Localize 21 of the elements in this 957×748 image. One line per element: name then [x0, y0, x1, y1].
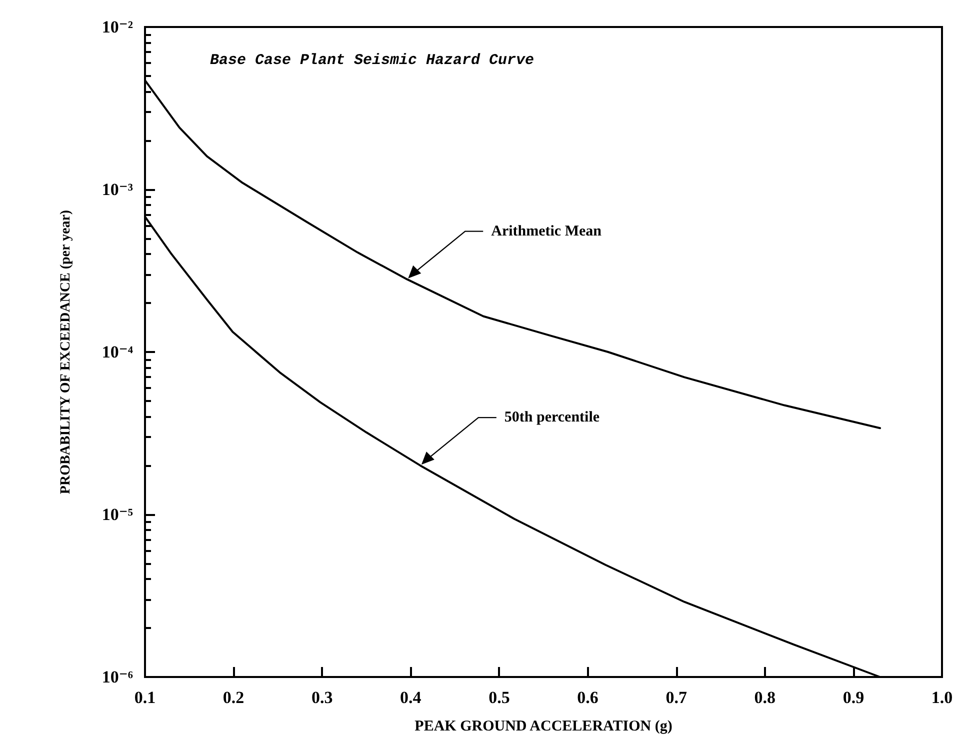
text: Base Case Plant Seismic Hazard Curve [210, 52, 534, 69]
y-tick-label: 10⁻⁶ [102, 668, 133, 686]
x-tick-label: 0.8 [754, 688, 776, 707]
x-tick-label: 0.1 [134, 688, 156, 707]
line-series [144, 79, 882, 430]
x-tick-label: 0.9 [842, 688, 864, 707]
x-tick-label: 1.0 [931, 688, 953, 707]
x-tick-label: 0.5 [488, 688, 510, 707]
y-tick-label: 10⁻³ [102, 180, 133, 199]
x-tick-label: 0.4 [400, 688, 422, 707]
x-axis-title: PEAK GROUND ACCELERATION (g) [414, 718, 672, 734]
annotation: 50th percentile [504, 410, 600, 426]
x-tick-label: 0.3 [311, 688, 333, 707]
annotation: Arithmetic Mean [491, 223, 602, 240]
x-tick-label: 0.7 [666, 688, 688, 707]
y-tick-label: 10⁻⁴ [102, 342, 133, 362]
y-tick-label: 10⁻² [102, 18, 133, 36]
x-tick-label: 0.2 [222, 688, 244, 707]
y-axis-title: PROBABILITY OF EXCEEDANCE (per year) [58, 210, 74, 494]
x-tick-label: 0.6 [577, 688, 598, 707]
y-tick-label: 10⁻⁵ [102, 505, 133, 524]
